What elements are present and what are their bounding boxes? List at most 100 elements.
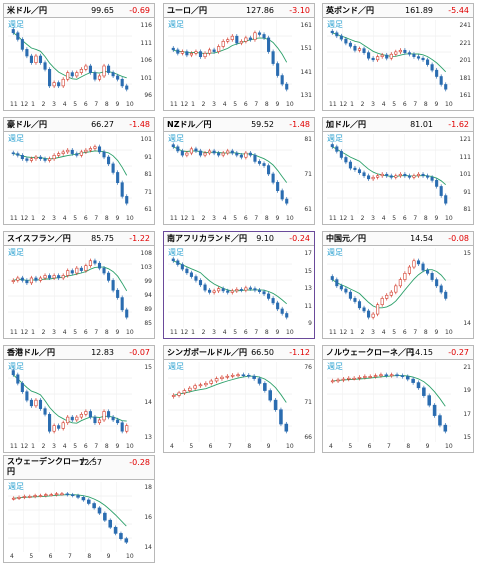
- candle-body: [380, 54, 384, 57]
- y-tick-label: 85: [144, 320, 152, 327]
- currency-panel[interactable]: 香港ドル／円 12.83 -0.07 週足 15 14 13 11 12 1 2 3 4 5 6 7 8 9 10: [3, 345, 155, 453]
- x-tick-label: 3: [52, 329, 56, 336]
- x-tick-label: 12: [20, 101, 29, 108]
- candle-body: [226, 39, 230, 42]
- currency-panel[interactable]: 加ドル／円 81.01 -1.62 週足 121 111 101 91 81 11 12 1 2 3 4 5 6…: [322, 117, 474, 225]
- candle-body: [16, 374, 20, 384]
- x-tick-label: 4: [222, 101, 227, 108]
- candle-body: [198, 150, 203, 156]
- x-tick-label: 4: [381, 329, 386, 336]
- candle-body: [38, 277, 43, 281]
- candle-body: [57, 82, 61, 87]
- candle-body: [48, 158, 52, 161]
- x-tick-label: 5: [73, 101, 78, 108]
- candlestick-chart: [8, 362, 132, 442]
- currency-panel[interactable]: 中国元／円 14.54 -0.08 週足 15 14 11 12 1 2 3 4 5 6 7 8 9 10: [322, 231, 474, 339]
- currency-name[interactable]: ユーロ／円: [167, 6, 207, 15]
- currency-name[interactable]: 豪ドル／円: [7, 120, 47, 129]
- x-tick-label: 8: [104, 101, 109, 108]
- candlestick-chart: [8, 134, 132, 214]
- y-axis-ticks: 76 71 66: [296, 362, 312, 442]
- candlestick-chart: [327, 20, 451, 100]
- current-rate: 127.86: [246, 6, 274, 15]
- x-tick-label: 11: [170, 101, 178, 108]
- candle-body: [194, 276, 198, 281]
- candle-body: [108, 519, 113, 528]
- currency-name[interactable]: シンガポールドル／円: [167, 348, 247, 357]
- candle-body: [34, 55, 38, 63]
- y-tick-label: 99: [144, 278, 152, 285]
- currency-name[interactable]: 香港ドル／円: [7, 348, 55, 357]
- y-tick-label: 14: [144, 544, 152, 551]
- candle-body: [97, 419, 102, 424]
- currency-name[interactable]: 中国元／円: [326, 234, 366, 243]
- candle-body: [187, 387, 192, 391]
- currency-name[interactable]: 米ドル／円: [7, 6, 47, 15]
- rate-change: -0.07: [129, 348, 150, 357]
- x-tick-label: 5: [189, 443, 194, 450]
- currency-name[interactable]: ノルウェークローネ／円: [326, 348, 414, 357]
- currency-name[interactable]: スウェーデンクローナ／円: [7, 457, 95, 476]
- candle-body: [70, 72, 74, 77]
- candle-body: [25, 391, 29, 401]
- y-axis-ticks: 101 91 81 71 61: [136, 134, 152, 214]
- candle-body: [70, 494, 75, 496]
- candle-body: [79, 267, 83, 271]
- y-tick-label: 71: [304, 171, 312, 178]
- currency-panel[interactable]: スウェーデンクローナ／円 12.57 -0.28 週足 18 16 14 4 5 6 7 8 9 10: [3, 455, 155, 563]
- candle-body: [116, 289, 120, 298]
- weekly-badge: 週足: [327, 248, 343, 257]
- candle-body: [33, 495, 37, 497]
- moving-average-line: [332, 32, 447, 73]
- currency-panel[interactable]: 豪ドル／円 66.27 -1.48 週足 101 91 81 71 61 11 12 1 2 3 4 5 6 7 8…: [3, 117, 155, 225]
- candle-body: [257, 289, 262, 292]
- currency-panel[interactable]: NZドル／円 59.52 -1.48 週足 81 71 61 11 12 1 2 3 4 5 6 7 8 9 10: [163, 117, 315, 225]
- currency-panel[interactable]: 米ドル／円 99.65 -0.69 週足 116 111 106 101 96 11 12 1 2 3 4 5…: [3, 3, 155, 111]
- candle-body: [263, 383, 267, 391]
- x-tick-label: 5: [233, 215, 238, 222]
- x-tick-label: 10: [445, 329, 453, 336]
- x-tick-label: 8: [104, 215, 109, 222]
- candle-body: [376, 175, 380, 178]
- currency-name[interactable]: 南アフリカランド／円: [167, 234, 247, 243]
- current-rate: 99.65: [91, 6, 114, 15]
- candlestick-chart: [327, 134, 451, 214]
- x-tick-label: 9: [425, 443, 430, 450]
- x-tick-label: 7: [413, 215, 418, 222]
- rate-change: -1.48: [129, 120, 150, 129]
- currency-panel[interactable]: 英ポンド／円 161.89 -5.44 週足 241 221 201 181 161 11 12 1 2…: [322, 3, 474, 111]
- currency-panel[interactable]: 南アフリカランド／円 9.10 -0.24 週足 17 15 13 11 9 11 12 1 2 3 4 5 6…: [163, 231, 315, 339]
- candle-body: [330, 380, 335, 383]
- candle-body: [221, 41, 225, 47]
- panel-header: NZドル／円 59.52 -1.48: [164, 118, 314, 132]
- candle-body: [52, 275, 56, 279]
- y-tick-label: 221: [459, 39, 471, 47]
- currency-name[interactable]: スイスフラン／円: [7, 234, 71, 243]
- x-tick-label: 12: [180, 101, 189, 108]
- currency-panel[interactable]: ノルウェークローネ／円 14.15 -0.27 週足 21 19 17 15 4 5 6 7 8 9 10: [322, 345, 474, 453]
- candle-body: [97, 75, 102, 80]
- candle-body: [432, 404, 437, 416]
- candle-body: [412, 53, 416, 57]
- currency-panel[interactable]: ユーロ／円 127.86 -3.10 週足 161 151 141 131 11 12 1 2 3 4 5 6…: [163, 3, 315, 111]
- candle-body: [185, 268, 189, 274]
- panel-header: 英ポンド／円 161.89 -5.44: [323, 4, 473, 18]
- x-tick-label: 5: [73, 443, 78, 450]
- x-tick-label: 7: [254, 215, 259, 222]
- currency-panel[interactable]: シンガポールドル／円 66.50 -1.12 週足 76 71 66 4 5 6 7 8 9 10: [163, 345, 315, 453]
- candle-body: [422, 387, 426, 396]
- currency-name[interactable]: 英ポンド／円: [326, 6, 374, 15]
- x-tick-label: 2: [41, 101, 46, 108]
- x-tick-label: 3: [212, 215, 216, 222]
- currency-panel[interactable]: スイスフラン／円 85.75 -1.22 週足 108 103 99 94 89 85 11 12 1 2…: [3, 231, 155, 339]
- x-tick-label: 10: [126, 215, 134, 222]
- candle-body: [125, 85, 129, 90]
- currency-name[interactable]: NZドル／円: [167, 120, 212, 129]
- currency-name[interactable]: 加ドル／円: [326, 120, 366, 129]
- y-tick-label: 19: [463, 387, 471, 395]
- candle-body: [198, 384, 203, 387]
- x-tick-label: 7: [94, 215, 99, 222]
- candle-body: [198, 51, 203, 58]
- x-tick-label: 5: [392, 329, 397, 336]
- candle-body: [367, 175, 371, 180]
